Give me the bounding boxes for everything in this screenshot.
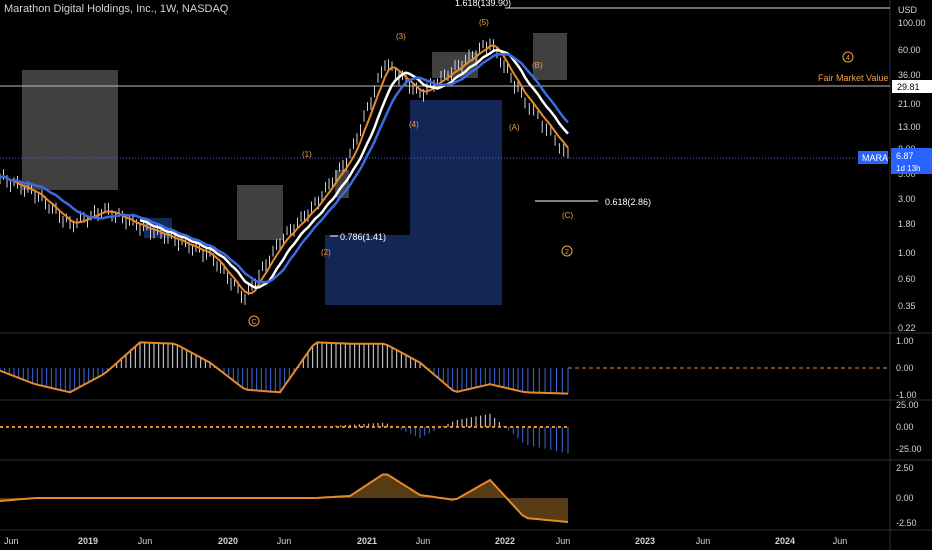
osc-tick-label: -1.00 (896, 390, 917, 400)
time-axis-label: 2021 (357, 536, 377, 546)
wave-label: 4 (846, 55, 850, 62)
circle-wave-marker (248, 315, 260, 327)
countdown-text: 1d 13h (896, 164, 920, 173)
osc-tick-label: 25.00 (896, 400, 919, 410)
price-label-box (892, 80, 932, 93)
fib-1618-label: 1.618(139.90) (455, 0, 511, 8)
oscillator-pane-2 (0, 413, 569, 454)
fib-0786-label: 0.786(1.41) (340, 232, 386, 242)
wave-label: (4) (409, 120, 419, 129)
fair-market-value-label: Fair Market Value (818, 73, 888, 83)
osc-tick-label: 0.00 (896, 422, 914, 432)
gray-zone-box (22, 70, 118, 190)
osc-tick-label: 1.00 (896, 336, 914, 346)
time-axis[interactable]: Jun 2019 Jun 2020 Jun 2021 Jun 2022 Jun 2023 Jun 20… (4, 536, 847, 546)
wave-label: (1) (302, 150, 312, 159)
price-axis[interactable]: 100.0060.0036.0021.0013.008.005.003.001.… (898, 18, 926, 333)
price-tick-label: 0.35 (898, 301, 916, 311)
price-tick-label: 3.00 (898, 194, 916, 204)
fib-0618-label: 0.618(2.86) (605, 197, 651, 207)
wave-label: (B) (532, 61, 543, 70)
currency-label: USD (898, 5, 918, 15)
circle-wave-marker (842, 51, 854, 63)
ema-slow-line (139, 48, 569, 289)
fair-market-price-label: 29.81 (897, 82, 920, 92)
chart-title: Marathon Digital Holdings, Inc., 1W, NAS… (4, 3, 229, 15)
osc1-signal-line (0, 341, 569, 395)
osc-tick-label: 0.00 (896, 363, 914, 373)
time-axis-label: Jun (4, 536, 19, 546)
oscillator-pane-1 (0, 341, 569, 395)
osc-tick-label: -2.50 (896, 518, 917, 528)
symbol-badge-text: MARA (862, 153, 888, 163)
wave-label: (2) (321, 248, 331, 257)
wave-label: (3) (396, 32, 406, 41)
osc3-fill (0, 474, 568, 522)
time-axis-label: 2020 (218, 536, 238, 546)
price-tick-label: 100.00 (898, 18, 926, 28)
gray-zone-box (533, 33, 567, 80)
wave-label: (5) (479, 18, 489, 27)
osc-tick-label: 0.00 (896, 493, 914, 503)
gray-zone-box (237, 185, 283, 240)
price-tick-label: 1.80 (898, 219, 916, 229)
time-axis-label: Jun (138, 536, 153, 546)
time-axis-label: Jun (416, 536, 431, 546)
wave-label: (A) (509, 123, 520, 132)
price-tick-label: 36.00 (898, 70, 921, 80)
osc-tick-label: 2.50 (896, 463, 914, 473)
circle-wave-marker (561, 245, 573, 257)
time-axis-label: Jun (556, 536, 571, 546)
time-axis-label: Jun (277, 536, 292, 546)
time-axis-label: 2022 (495, 536, 515, 546)
price-tick-label: 21.00 (898, 99, 921, 109)
time-axis-label: 2023 (635, 536, 655, 546)
blue-trend-line (0, 52, 569, 284)
wave-label: 2 (565, 249, 569, 256)
time-axis-label: 2024 (775, 536, 795, 546)
wave-label: (C) (562, 211, 573, 220)
osc-tick-label: -25.00 (896, 444, 922, 454)
price-tick-label: 13.00 (898, 122, 921, 132)
last-price-badge (891, 148, 932, 174)
osc3-line (0, 473, 569, 523)
symbol-badge (858, 151, 888, 164)
blue-zone-box (325, 100, 502, 305)
price-tick-label: 1.00 (898, 248, 916, 258)
wave-label: C (251, 319, 256, 326)
time-axis-label: Jun (696, 536, 711, 546)
last-price-text: 6.87 (896, 151, 914, 161)
price-tick-label: 0.22 (898, 323, 916, 333)
price-tick-label: 0.60 (898, 274, 916, 284)
time-axis-label: Jun (833, 536, 848, 546)
price-tick-label: 60.00 (898, 45, 921, 55)
time-axis-label: 2019 (78, 536, 98, 546)
oscillator-pane-3 (0, 473, 569, 523)
